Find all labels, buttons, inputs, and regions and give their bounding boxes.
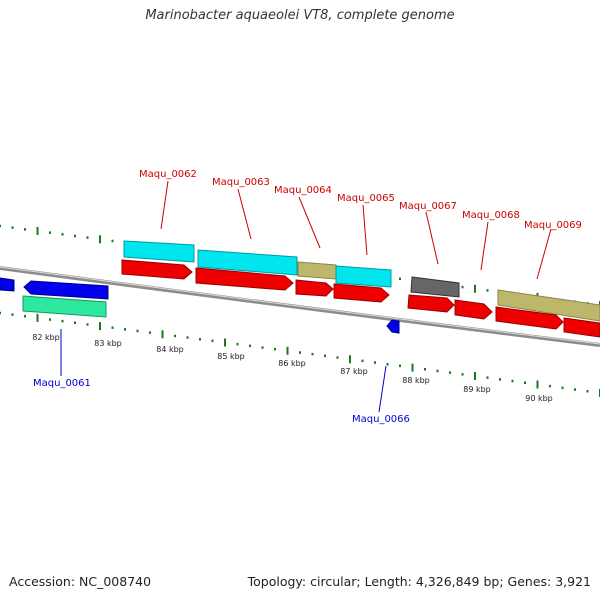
gene-label-maqu-0066[interactable]: Maqu_0066 bbox=[352, 414, 410, 425]
leader-maqu-0064 bbox=[298, 196, 321, 249]
cds-maqu-0062[interactable] bbox=[121, 259, 193, 280]
leader-maqu-0067 bbox=[425, 211, 439, 265]
gene-maqu-0066-feature[interactable] bbox=[386, 319, 400, 334]
scale-label-83kbp: 83 kbp bbox=[94, 339, 122, 348]
gene-label-maqu-0062[interactable]: Maqu_0062 bbox=[139, 169, 197, 180]
genome-summary: Topology: circular; Length: 4,326,849 bp… bbox=[247, 574, 591, 589]
gene-maqu-0067-feature[interactable] bbox=[410, 276, 460, 298]
genome-backbone-highlight bbox=[0, 266, 600, 345]
map-title: Marinobacter aquaeolei VT8, complete gen… bbox=[145, 8, 455, 23]
scale-label-85kbp: 85 kbp bbox=[217, 352, 245, 361]
cds-maqu-0061[interactable] bbox=[22, 295, 107, 318]
gene-maqu-0062-feature[interactable] bbox=[123, 240, 195, 263]
scale-label-86kbp: 86 kbp bbox=[278, 359, 306, 368]
leader-maqu-0065 bbox=[362, 204, 368, 256]
gene-maqu-0069-feature[interactable] bbox=[497, 289, 600, 322]
gene-maqu-0063-feature[interactable] bbox=[197, 249, 298, 276]
scale-label-88kbp: 88 kbp bbox=[402, 376, 430, 385]
genome-backbone bbox=[0, 266, 600, 347]
gene-label-maqu-0068[interactable]: Maqu_0068 bbox=[462, 210, 520, 221]
gene-label-maqu-0067[interactable]: Maqu_0067 bbox=[399, 201, 457, 212]
scale-label-87kbp: 87 kbp bbox=[340, 367, 368, 376]
gene-labels: Maqu_0061 Maqu_0062 Maqu_0063 Maqu_0064 … bbox=[33, 169, 582, 425]
cds-maqu-0064[interactable] bbox=[295, 279, 334, 297]
gene-features bbox=[0, 240, 600, 338]
scale-labels: 82 kbp 83 kbp 84 kbp 85 kbp 86 kbp 87 kb… bbox=[32, 333, 553, 403]
cds-maqu-0070-partial[interactable] bbox=[563, 317, 600, 338]
scale-label-82kbp: 82 kbp bbox=[32, 333, 60, 342]
gene-maqu-0064-feature[interactable] bbox=[297, 261, 337, 280]
gene-reverse-partial[interactable] bbox=[0, 277, 15, 292]
gene-label-maqu-0061[interactable]: Maqu_0061 bbox=[33, 378, 91, 389]
accession-label: Accession: NC_008740 bbox=[9, 574, 152, 589]
cds-maqu-0068[interactable] bbox=[454, 299, 493, 320]
inner-tick-ring bbox=[0, 311, 600, 397]
leader-maqu-0069 bbox=[536, 228, 552, 280]
scale-label-90kbp: 90 kbp bbox=[525, 394, 553, 403]
scale-label-89kbp: 89 kbp bbox=[463, 385, 491, 394]
leader-maqu-0066 bbox=[378, 365, 387, 413]
cds-maqu-0063[interactable] bbox=[195, 267, 294, 291]
gene-label-maqu-0064[interactable]: Maqu_0064 bbox=[274, 185, 332, 196]
leader-maqu-0068 bbox=[480, 221, 489, 271]
gene-maqu-0061-feature[interactable] bbox=[23, 280, 109, 300]
gene-label-maqu-0063[interactable]: Maqu_0063 bbox=[212, 177, 270, 188]
callout-lines bbox=[60, 180, 552, 413]
cds-maqu-0069[interactable] bbox=[495, 306, 564, 330]
cds-maqu-0067[interactable] bbox=[407, 294, 455, 313]
gene-label-maqu-0069[interactable]: Maqu_0069 bbox=[524, 220, 582, 231]
gene-label-maqu-0065[interactable]: Maqu_0065 bbox=[337, 193, 395, 204]
cds-maqu-0065[interactable] bbox=[333, 283, 390, 303]
scale-label-84kbp: 84 kbp bbox=[156, 345, 184, 354]
leader-maqu-0062 bbox=[160, 180, 169, 230]
leader-maqu-0063 bbox=[237, 188, 252, 240]
gene-maqu-0065-feature[interactable] bbox=[335, 265, 392, 288]
